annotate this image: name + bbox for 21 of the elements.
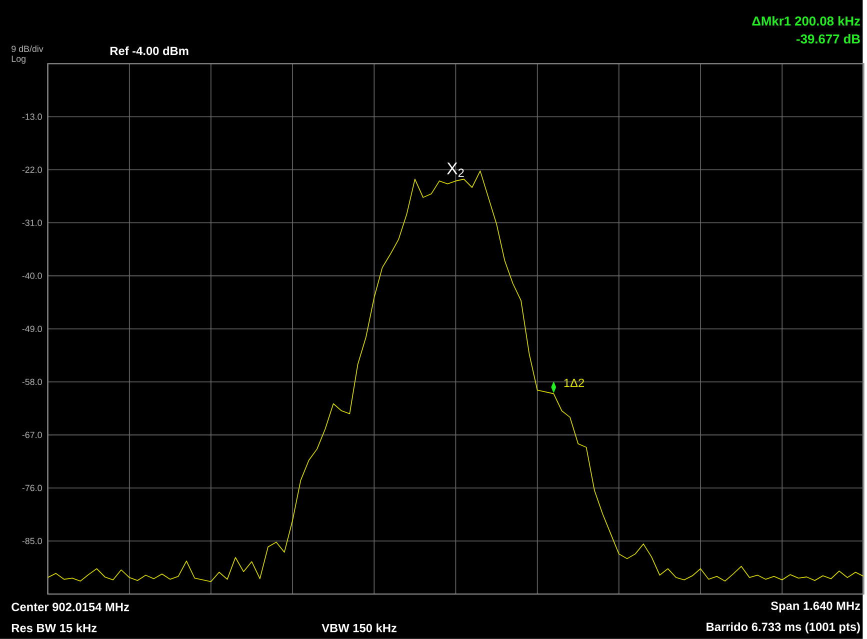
text: VBW 150 kHz (322, 624, 397, 632)
text: ΔMkr1 200.08 kHz (752, 16, 860, 26)
y-tick-label: -31.0 (22, 220, 42, 226)
y-tick-label: -40.0 (22, 272, 42, 280)
text: Ref -4.00 dBm (110, 46, 188, 56)
text: Center 902.0154 MHz (12, 602, 130, 612)
y-tick-label: -49.0 (22, 326, 42, 332)
annotation: 1Δ2 (564, 378, 584, 388)
y-tick-label: -58.0 (22, 378, 42, 386)
text: Span 1.640 MHz (770, 602, 860, 612)
text: Res BW 15 kHz (12, 624, 97, 632)
text: Log (12, 56, 26, 64)
y-tick-label: -76.0 (22, 484, 42, 492)
y-tick-label: -13.0 (22, 114, 42, 120)
annotation: X$_{2}$ (446, 162, 464, 177)
y-tick-label: -22.0 (22, 166, 42, 174)
text: 9 dB/div (12, 46, 44, 52)
y-tick-label: -85.0 (22, 538, 42, 544)
text: Barrido 6.733 ms (1001 pts) (706, 622, 860, 634)
y-tick-label: -67.0 (22, 432, 42, 438)
text: -39.677 dB (796, 34, 860, 44)
